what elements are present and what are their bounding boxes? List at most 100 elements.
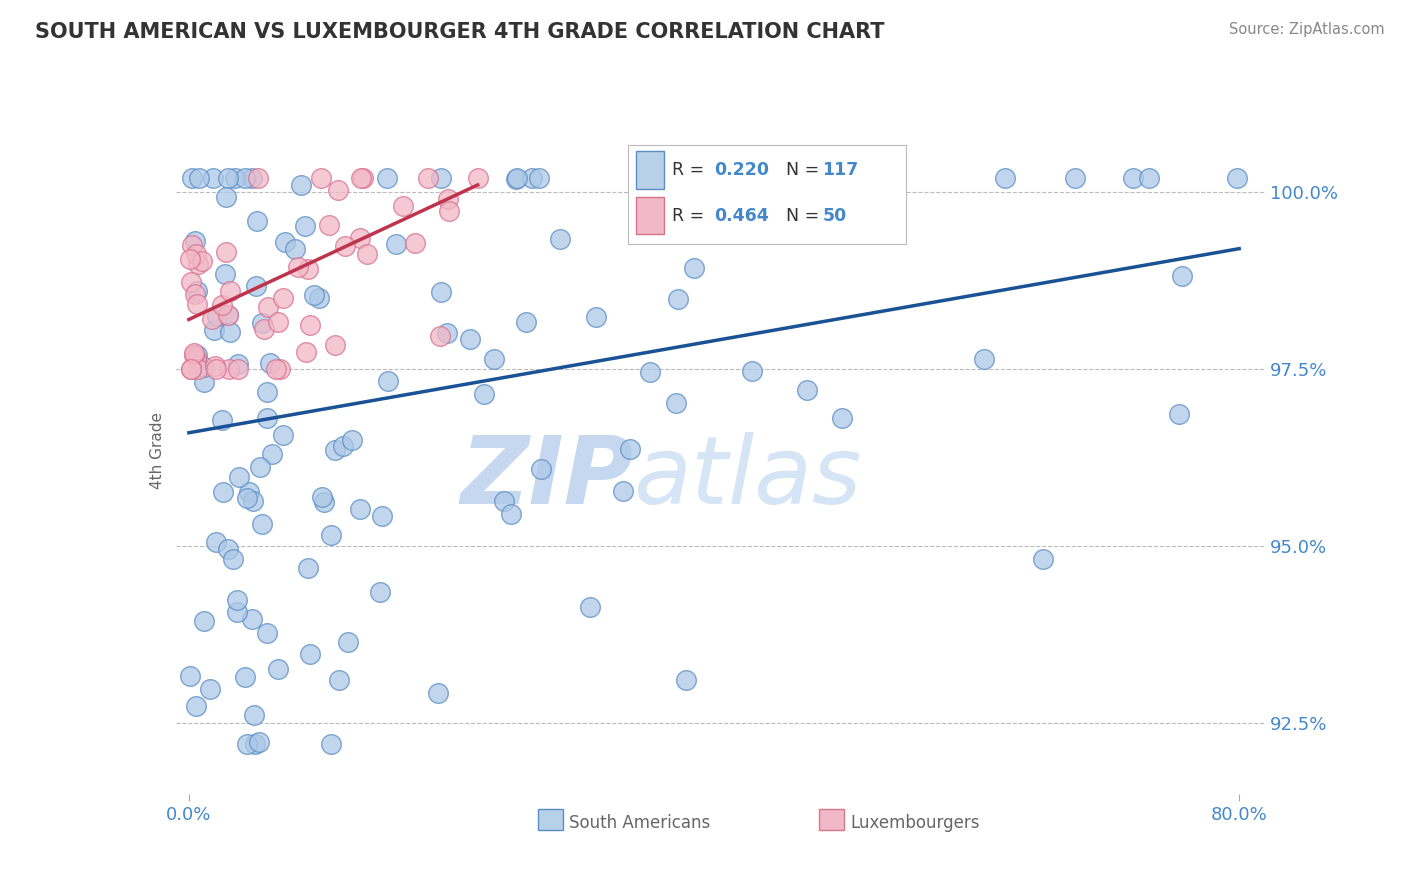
Point [274,235,297,249]
Point [218,362,240,376]
Point [271,427,294,442]
Text: R =: R = [672,161,710,178]
Point [256,411,278,425]
Text: N =: N = [786,207,825,225]
Point [578,599,600,614]
Point [246,170,269,185]
Point [323,337,346,351]
Point [318,218,340,232]
Point [426,686,449,700]
Point [1063,170,1085,185]
Point [287,260,309,275]
Point [385,236,408,251]
Point [675,170,697,185]
Point [240,612,263,626]
Point [184,247,207,261]
Point [311,491,333,505]
Point [392,199,415,213]
Point [259,356,281,370]
Point [349,230,371,244]
Point [283,243,305,257]
Point [180,362,202,376]
Point [190,254,212,268]
Point [482,352,505,367]
Point [256,385,278,400]
Text: Luxembourgers: Luxembourgers [849,814,980,832]
Point [273,292,295,306]
Point [1032,552,1054,566]
Point [375,170,398,185]
Text: atlas: atlas [633,433,862,524]
Point [183,234,205,248]
Point [312,495,335,509]
Point [717,196,740,211]
Point [269,362,291,376]
Point [211,484,233,499]
Point [246,214,269,228]
Point [186,285,208,299]
Point [267,662,290,676]
Point [368,585,391,599]
Point [467,170,489,185]
Point [638,366,661,380]
Y-axis label: 4th Grade: 4th Grade [149,412,165,489]
Point [796,383,818,397]
Point [180,275,202,289]
Point [1226,170,1249,185]
Text: Source: ZipAtlas.com: Source: ZipAtlas.com [1229,22,1385,37]
Point [515,315,537,329]
Bar [637,151,664,188]
Point [319,737,342,751]
Point [1122,170,1144,185]
Point [222,552,245,566]
Point [243,737,266,751]
Point [179,669,201,683]
Point [527,170,550,185]
Point [333,239,356,253]
Point [180,238,202,252]
Text: 0.464: 0.464 [714,207,769,225]
Point [416,170,439,185]
Text: ZIP: ZIP [461,432,633,524]
Point [350,170,373,185]
Point [530,462,553,476]
Point [437,192,460,206]
Point [298,647,321,661]
Point [183,348,205,362]
Point [505,170,527,185]
Point [994,170,1017,185]
Point [1137,170,1160,185]
Point [242,494,264,508]
Point [772,170,794,185]
Point [193,360,215,375]
Point [217,170,239,185]
Text: 0.220: 0.220 [714,161,769,178]
Point [1167,407,1189,421]
Point [228,470,250,484]
Point [682,260,704,275]
Point [245,278,267,293]
Point [204,359,226,373]
Point [332,439,354,453]
Point [250,316,273,330]
Point [201,170,224,185]
Point [226,593,249,607]
Point [247,735,270,749]
Point [201,311,224,326]
Point [204,362,226,376]
Point [193,614,215,628]
Point [183,346,205,360]
Point [249,460,271,475]
Text: 50: 50 [823,207,846,225]
Point [225,606,247,620]
Point [218,284,240,298]
Point [233,170,256,185]
Point [238,485,260,500]
Text: SOUTH AMERICAN VS LUXEMBOURGER 4TH GRADE CORRELATION CHART: SOUTH AMERICAN VS LUXEMBOURGER 4TH GRADE… [35,22,884,42]
Point [340,433,363,447]
Point [429,170,451,185]
Point [328,673,350,687]
Point [336,634,359,648]
Point [302,288,325,302]
Point [217,541,239,556]
